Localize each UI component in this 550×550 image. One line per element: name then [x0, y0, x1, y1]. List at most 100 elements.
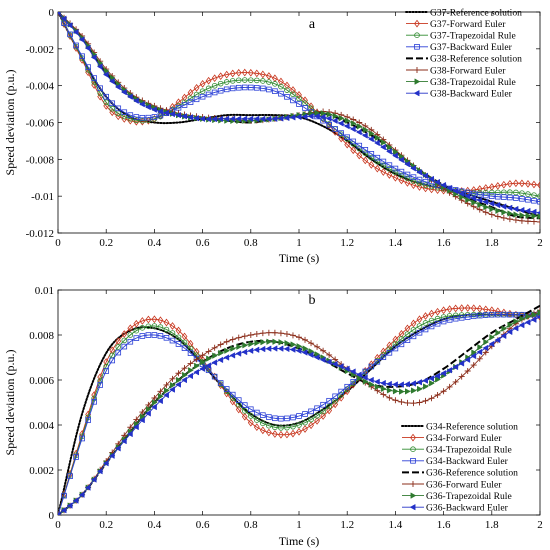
series-g38-backward-euler — [58, 12, 540, 216]
series-marker — [151, 395, 158, 401]
series-marker — [170, 381, 176, 389]
series-marker — [488, 200, 495, 207]
series-marker — [290, 86, 296, 94]
series-marker — [187, 360, 194, 367]
panel-letter: b — [309, 293, 316, 308]
legend-item: G37-Trapezoidal Rule — [406, 31, 516, 42]
series-marker — [512, 205, 519, 213]
series-marker — [392, 173, 399, 182]
series-marker — [151, 399, 158, 406]
series-marker — [398, 388, 405, 395]
series-marker — [145, 114, 152, 121]
x-tick-label: 1.2 — [340, 237, 354, 249]
y-tick-label: 0.008 — [29, 330, 54, 342]
series-marker — [223, 115, 230, 123]
series-marker — [452, 378, 459, 385]
legend-marker — [413, 89, 420, 97]
x-axis: 0 0.2 0.4 0.6 0.8 1 1.2 1.4 1.6 1.8 2 — [55, 290, 543, 531]
series-marker — [494, 201, 501, 209]
series-marker — [332, 112, 339, 120]
series-marker — [356, 123, 363, 130]
series-marker — [326, 351, 333, 358]
series-marker — [85, 64, 91, 70]
series-marker — [392, 148, 399, 156]
series-marker — [103, 358, 110, 366]
series-marker — [361, 132, 368, 139]
series-marker — [446, 383, 453, 390]
series-marker — [362, 368, 369, 375]
series-marker — [103, 93, 110, 100]
series-marker — [78, 491, 85, 498]
series-marker — [223, 354, 230, 361]
series-marker — [452, 312, 459, 319]
series-marker — [102, 71, 109, 78]
series-marker — [531, 212, 538, 220]
series-marker — [217, 80, 224, 87]
series-marker — [519, 212, 526, 219]
series-marker — [494, 336, 501, 344]
legend-marker — [414, 19, 420, 28]
x-tick-label: 0.4 — [148, 519, 162, 531]
series-marker — [206, 355, 212, 362]
series-marker — [338, 114, 345, 122]
x-tick-label: 1.8 — [485, 237, 499, 249]
series-marker — [229, 78, 236, 84]
series-marker — [259, 70, 266, 79]
series-marker — [482, 349, 489, 356]
legend-item: G34-Reference solution — [401, 421, 518, 432]
series-marker — [440, 370, 447, 377]
series-marker — [260, 85, 266, 92]
series-marker — [386, 148, 392, 155]
x-tick-label: 2 — [537, 237, 543, 249]
series-marker — [458, 190, 465, 197]
series-marker — [205, 362, 212, 369]
series-marker — [266, 338, 273, 345]
series-marker — [537, 193, 540, 199]
series-marker — [211, 89, 218, 96]
series-marker — [193, 368, 200, 376]
series-marker — [290, 423, 296, 430]
series-marker — [229, 391, 236, 398]
series-marker — [519, 190, 525, 196]
series-marker — [272, 430, 278, 438]
series-marker — [272, 415, 278, 422]
series-marker — [241, 84, 248, 91]
series-marker — [434, 392, 441, 399]
series-marker — [163, 381, 170, 388]
series-marker — [488, 311, 495, 318]
series-marker — [290, 429, 296, 438]
series-marker — [127, 112, 134, 118]
series-marker — [349, 368, 356, 375]
series-marker — [284, 87, 290, 93]
series-marker — [235, 68, 242, 77]
series-marker — [350, 120, 357, 127]
series-marker — [410, 380, 416, 387]
series-marker — [507, 321, 514, 329]
series-marker — [470, 195, 477, 202]
series-marker — [108, 452, 115, 459]
series-marker — [392, 165, 399, 172]
series-marker — [416, 329, 423, 336]
x-tick-label: 2 — [537, 519, 543, 531]
series-marker — [296, 422, 302, 428]
x-tick-label: 1.6 — [437, 237, 451, 249]
series-marker — [85, 417, 91, 423]
series-marker — [169, 375, 176, 382]
series-marker — [84, 484, 91, 491]
series-marker — [525, 191, 531, 197]
series-marker — [211, 82, 218, 89]
series-marker — [169, 322, 176, 330]
legend-item: G37-Forward Euler — [406, 19, 506, 30]
series-marker — [398, 398, 405, 405]
x-tick-label: 1.2 — [340, 519, 354, 531]
series-marker — [326, 397, 332, 404]
series-marker — [103, 99, 109, 106]
x-tick-label: 0 — [55, 237, 61, 249]
series-marker — [145, 401, 152, 408]
series-marker — [410, 319, 417, 328]
series-marker — [458, 315, 465, 321]
series-marker — [307, 113, 314, 120]
series-marker — [145, 103, 151, 111]
series-marker — [301, 113, 308, 120]
series-marker — [169, 110, 175, 118]
